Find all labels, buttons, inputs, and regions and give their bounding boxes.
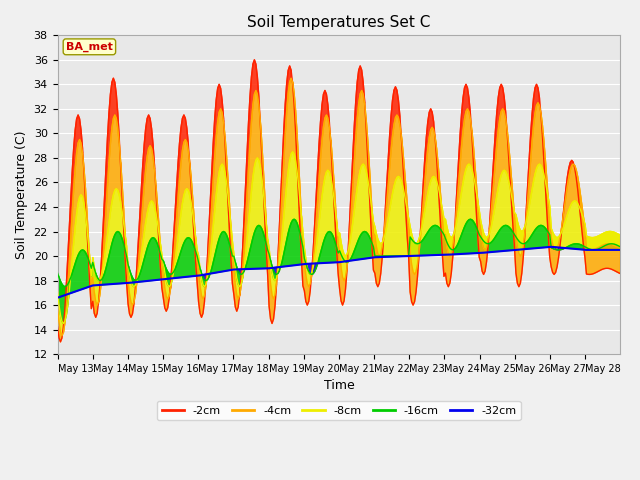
X-axis label: Time: Time [323, 379, 355, 392]
Legend: -2cm, -4cm, -8cm, -16cm, -32cm: -2cm, -4cm, -8cm, -16cm, -32cm [157, 401, 520, 420]
Title: Soil Temperatures Set C: Soil Temperatures Set C [247, 15, 431, 30]
Text: BA_met: BA_met [66, 42, 113, 52]
Y-axis label: Soil Temperature (C): Soil Temperature (C) [15, 131, 28, 259]
